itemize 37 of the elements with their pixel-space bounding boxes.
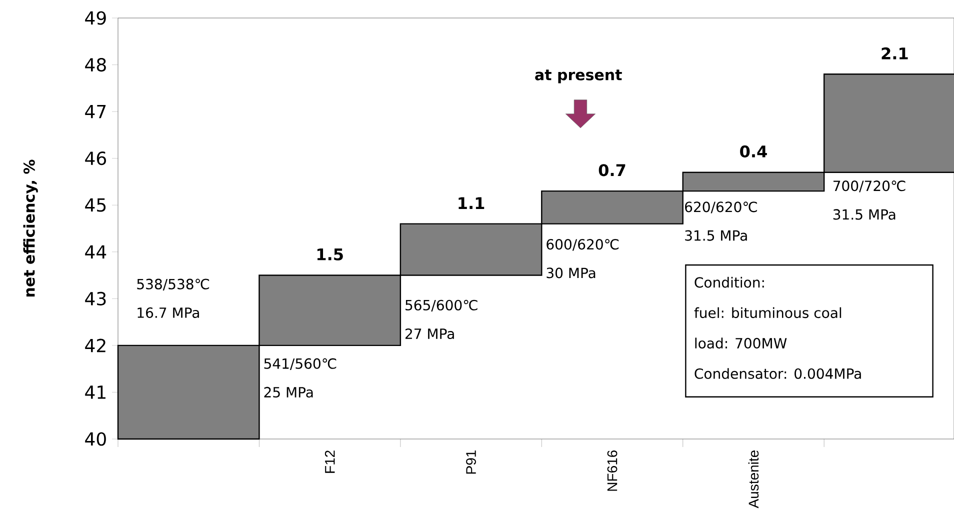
y-tick-label: 48 [85, 58, 106, 72]
data-label: 0.4 [740, 145, 767, 158]
annotation: 600/620℃ [546, 239, 619, 251]
annotation: 27 MPa [405, 328, 454, 340]
data-label: 1.5 [317, 248, 343, 260]
annotation: 565/600℃ [406, 300, 478, 312]
y-tick-label: 44 [85, 245, 106, 258]
y-tick-label: 40 [85, 432, 106, 446]
y-tick-label: 47 [85, 104, 106, 118]
y-tick-label: 41 [85, 386, 106, 399]
x-tick-label: P91 [466, 450, 476, 474]
annotation: Condition: [694, 276, 764, 288]
data-label: 1.1 [458, 197, 484, 209]
annotation: 700/720℃ [834, 180, 906, 192]
annotation: 25 MPa [264, 386, 313, 398]
annotation: fuel: bituminous coal [694, 307, 842, 318]
annotation: load: 700MW [695, 338, 787, 349]
y-tick-label: 49 [85, 11, 106, 25]
y-tick-label: 43 [85, 292, 106, 306]
x-tick-label: Austenite [748, 450, 759, 508]
annotation: 31.5 MPa [833, 209, 896, 220]
annotation: 31.5 MPa [685, 230, 747, 241]
y-tick-label: 45 [85, 198, 106, 212]
annotation: 538/538℃ [137, 278, 210, 290]
annotation: 16.7 MPa [138, 307, 199, 318]
annotation: 30 MPa [546, 268, 596, 278]
annotation: 541/560℃ [264, 358, 336, 370]
data-label: 2.1 [882, 47, 908, 60]
y-axis-title: net efficiency, % [23, 160, 38, 296]
x-tick-label: NF616 [607, 450, 618, 491]
annotation: Condensator: 0.004MPa [694, 368, 861, 379]
x-tick-label: F12 [324, 450, 335, 473]
y-tick-label: 42 [85, 338, 106, 352]
annotation: 620/620℃ [685, 202, 757, 214]
y-tick-label: 46 [85, 152, 106, 166]
annotation: at present [535, 70, 622, 84]
data-label: 0.7 [598, 164, 626, 176]
